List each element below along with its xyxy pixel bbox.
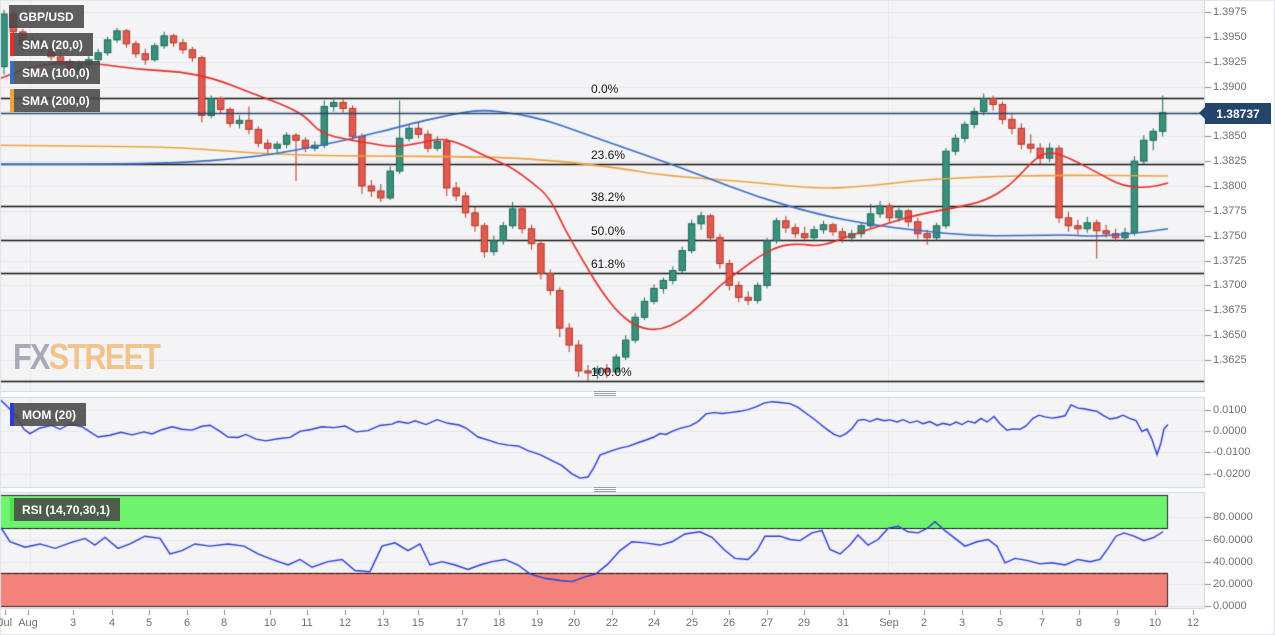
sma200-label[interactable]: SMA (200,0) — [10, 89, 100, 112]
rsi-color-key — [10, 498, 14, 521]
price-tick-label: 1.3750 — [1213, 229, 1247, 242]
price-tick-label: 1.3675 — [1213, 304, 1247, 317]
price-tick-label: 1.3850 — [1213, 130, 1247, 143]
date-tick-label: 12 — [1186, 617, 1200, 629]
price-tick-label: 1.3725 — [1213, 254, 1247, 267]
date-tick-label: 2 — [920, 617, 928, 629]
date-tick-label: 20 — [567, 617, 581, 629]
mom-tick-label: 0.0000 — [1213, 425, 1247, 437]
date-tick-label: 3 — [69, 617, 77, 629]
rsi-indicator-label[interactable]: RSI (14,70,30,1) — [10, 498, 121, 521]
sma100-label[interactable]: SMA (100,0) — [10, 61, 100, 84]
date-tick-label: 15 — [411, 617, 425, 629]
price-tick-label: 1.3800 — [1213, 180, 1247, 192]
date-tick-label: 13 — [376, 617, 390, 629]
date-tick-label: 4 — [108, 617, 116, 629]
date-tick-label: 24 — [647, 617, 661, 629]
sma20-label-text: SMA (20,0) — [22, 37, 83, 52]
date-tick-label: 6 — [183, 617, 191, 629]
panel-resize-handle-rsi[interactable] — [594, 487, 616, 492]
date-tick-label: 5 — [996, 617, 1004, 629]
rsi-label-text: RSI (14,70,30,1) — [22, 502, 111, 517]
price-tick-label: 1.3625 — [1213, 354, 1247, 366]
mom-tick-label: -0.0200 — [1213, 467, 1251, 480]
price-tick-label: 1.3700 — [1213, 279, 1247, 292]
mom-tick-label: 0.0100 — [1213, 403, 1247, 416]
sma20-color-key — [10, 33, 14, 56]
last-price-badge: 1.38737 — [1199, 103, 1271, 124]
fib-level-label: 38.2% — [591, 189, 626, 204]
watermark-fx: FX — [13, 336, 50, 377]
fib-level-label: 0.0% — [591, 81, 619, 96]
sma200-label-text: SMA (200,0) — [22, 93, 90, 108]
price-tick-label: 1.3825 — [1213, 155, 1247, 168]
date-tick-label: 3 — [958, 617, 966, 629]
price-tick-label: 1.3925 — [1213, 55, 1247, 68]
price-tick-label: 1.3775 — [1213, 204, 1247, 217]
date-tick-label: 8 — [1075, 617, 1083, 629]
date-tick-label: 9 — [1113, 617, 1121, 629]
watermark-street: STREET — [48, 336, 161, 377]
price-tick-label: 1.3900 — [1213, 80, 1247, 93]
panel-resize-handle-mom[interactable] — [594, 391, 616, 396]
sma100-label-text: SMA (100,0) — [22, 65, 90, 80]
rsi-tick-label: 20.0000 — [1213, 577, 1253, 590]
date-tick-label: 17 — [455, 617, 469, 629]
symbol-label[interactable]: GBP/USD — [9, 5, 84, 28]
date-tick-label: 18 — [492, 617, 506, 629]
sma200-color-key — [10, 89, 14, 112]
mom-indicator-label[interactable]: MOM (20) — [10, 403, 86, 426]
rsi-tick-label: 0.0000 — [1213, 600, 1247, 612]
rsi-tick-label: 80.0000 — [1213, 511, 1253, 524]
date-tick-label: 27 — [760, 617, 774, 629]
mom-color-key — [10, 403, 14, 426]
date-tick-label: 5 — [145, 617, 153, 629]
date-tick-label: Sep — [879, 617, 899, 629]
fib-level-label: 100.0% — [591, 364, 632, 379]
mom-label-text: MOM (20) — [22, 407, 76, 422]
price-tick-label: 1.3650 — [1213, 329, 1247, 342]
date-tick-label: 8 — [220, 617, 228, 629]
fib-level-label: 50.0% — [591, 223, 626, 238]
fxstreet-watermark: FXSTREET — [13, 336, 161, 377]
date-tick-label: 25 — [685, 617, 699, 629]
price-tick-label: 1.3975 — [1213, 6, 1247, 18]
fib-level-label: 23.6% — [591, 148, 626, 163]
date-tick-label: 31 — [836, 617, 850, 629]
date-tick-label: 22 — [605, 617, 619, 629]
date-tick-label: 10 — [1148, 617, 1162, 629]
date-tick-label: 11 — [301, 617, 313, 629]
sma100-color-key — [10, 61, 14, 84]
date-tick-label: 7 — [1038, 617, 1046, 629]
date-tick-label: Jul — [0, 617, 13, 629]
date-tick-label: 10 — [263, 617, 277, 629]
date-tick-label: 26 — [722, 617, 736, 629]
price-tick-label: 1.3950 — [1213, 30, 1247, 43]
rsi-tick-label: 60.0000 — [1213, 533, 1253, 546]
date-tick-label: 19 — [530, 617, 544, 629]
sma20-label[interactable]: SMA (20,0) — [10, 33, 93, 56]
fib-level-label: 61.8% — [591, 256, 626, 271]
mom-tick-label: -0.0100 — [1213, 446, 1251, 459]
rsi-tick-label: 40.0000 — [1213, 555, 1253, 568]
date-tick-label: Aug — [18, 617, 38, 629]
last-price-value: 1.38737 — [1216, 106, 1260, 121]
symbol-label-text: GBP/USD — [19, 9, 74, 24]
date-tick-label: 29 — [797, 617, 811, 629]
date-tick-label: 12 — [338, 617, 352, 629]
